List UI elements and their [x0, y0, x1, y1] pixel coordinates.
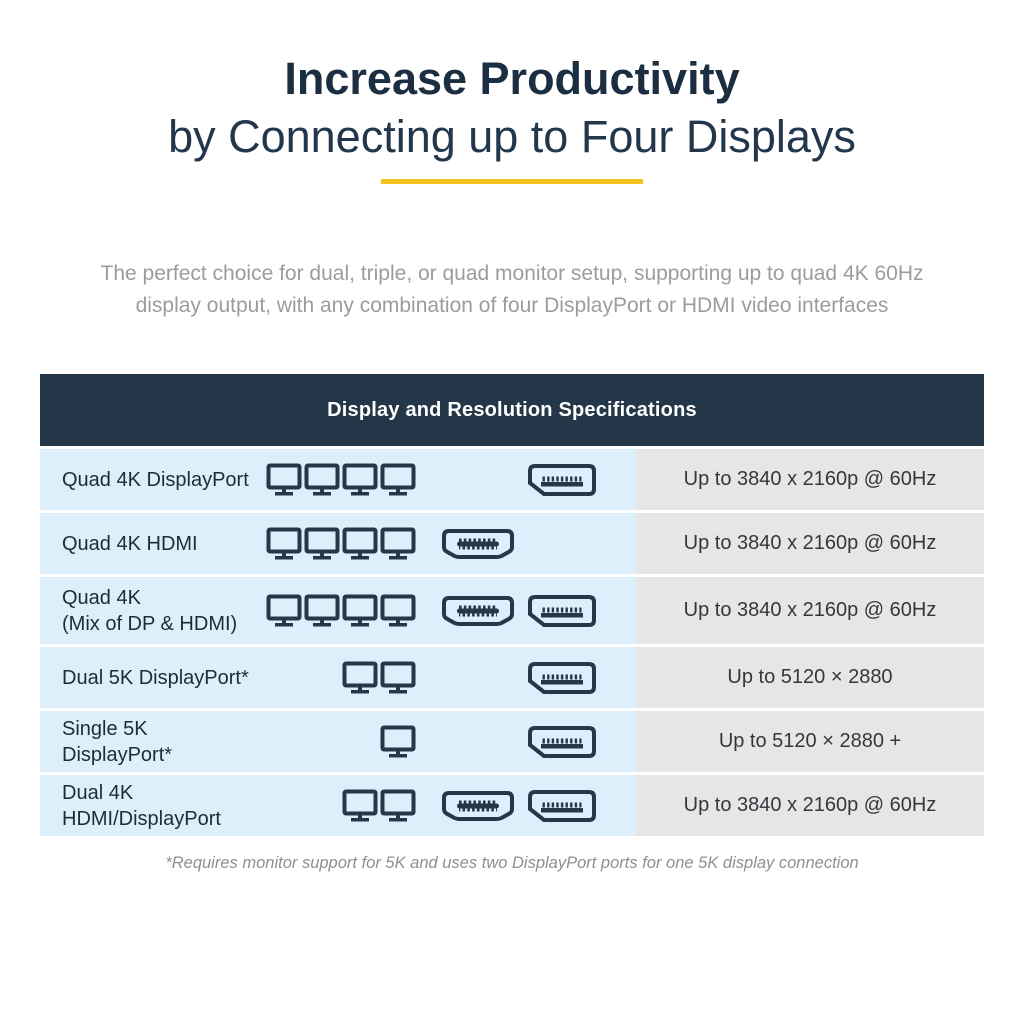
- monitor-icon: [342, 594, 378, 627]
- row-label-line-1: Single 5K DisplayPort*: [62, 717, 173, 766]
- hdmi-slot: [440, 724, 516, 760]
- row-config-cell: Dual 5K DisplayPort*: [40, 647, 636, 709]
- table-row: Quad 4K HDMI Up to 3840 x 2160p @ 60Hz: [40, 513, 984, 575]
- row-resolution-cell: Up to 3840 x 2160p @ 60Hz: [636, 775, 984, 837]
- row-label: Quad 4K HDMI: [40, 531, 258, 557]
- displayport-connector-icon: [528, 594, 596, 627]
- hdmi-slot: [440, 462, 516, 498]
- row-resolution-cell: Up to 5120 × 2880: [636, 647, 984, 709]
- monitor-icons: [258, 661, 416, 694]
- displayport-slot: [526, 593, 598, 629]
- title-underline-accent: [381, 179, 643, 185]
- table-row: Dual 5K DisplayPort* Up to 5120 × 2880: [40, 647, 984, 709]
- monitor-icon: [380, 725, 416, 758]
- monitor-icon: [342, 661, 378, 694]
- row-config-cell: Dual 4K HDMI/DisplayPort: [40, 775, 636, 837]
- displayport-connector-icon: [528, 463, 596, 496]
- resolution-text: Up to 3840 x 2160p @ 60Hz: [683, 468, 937, 491]
- monitor-icon: [380, 463, 416, 496]
- monitor-icon: [266, 463, 302, 496]
- description-line-2: display output, with any combination of …: [135, 294, 889, 318]
- monitor-icons: [258, 527, 416, 560]
- monitor-icon: [304, 527, 340, 560]
- monitor-icon: [342, 463, 378, 496]
- resolution-text: Up to 5120 × 2880 +: [718, 730, 902, 753]
- hdmi-slot: [440, 660, 516, 696]
- displayport-connector-icon: [528, 661, 596, 694]
- description-text: The perfect choice for dual, triple, or …: [0, 258, 1024, 322]
- row-label: Dual 4K HDMI/DisplayPort: [40, 780, 258, 832]
- hdmi-connector-icon: [442, 595, 514, 626]
- displayport-connector-icon: [528, 789, 596, 822]
- monitor-icon: [380, 789, 416, 822]
- monitor-icons: [258, 463, 416, 496]
- row-label-line-2: (Mix of DP & HDMI): [62, 612, 238, 635]
- row-resolution-cell: Up to 3840 x 2160p @ 60Hz: [636, 449, 984, 511]
- hdmi-connector-icon: [442, 790, 514, 821]
- monitor-icon: [304, 463, 340, 496]
- row-resolution-cell: Up to 3840 x 2160p @ 60Hz: [636, 513, 984, 575]
- row-config-cell: Quad 4K HDMI: [40, 513, 636, 575]
- title-line-2: by Connecting up to Four Displays: [168, 110, 856, 162]
- displayport-slot: [526, 462, 598, 498]
- resolution-text: Up to 3840 x 2160p @ 60Hz: [683, 599, 937, 622]
- spec-table: Display and Resolution Specifications Qu…: [40, 374, 984, 837]
- displayport-slot: [526, 724, 598, 760]
- monitor-icon: [266, 594, 302, 627]
- title-line-1: Increase Productivity: [284, 53, 740, 104]
- description-line-1: The perfect choice for dual, triple, or …: [100, 262, 924, 286]
- hdmi-slot: [440, 593, 516, 629]
- displayport-slot: [526, 526, 598, 562]
- footnote: *Requires monitor support for 5K and use…: [165, 854, 859, 873]
- row-label-line-1: Dual 5K DisplayPort*: [62, 666, 249, 689]
- row-label: Single 5K DisplayPort*: [40, 716, 258, 768]
- row-label-line-1: Quad 4K DisplayPort: [62, 468, 249, 491]
- table-row: Quad 4K DisplayPort Up to 3840 x 2160p @ …: [40, 449, 984, 511]
- monitor-icon: [342, 527, 378, 560]
- row-config-cell: Single 5K DisplayPort*: [40, 711, 636, 773]
- row-label-line-1: Quad 4K: [62, 586, 141, 609]
- displayport-connector-icon: [528, 725, 596, 758]
- row-resolution-cell: Up to 3840 x 2160p @ 60Hz: [636, 577, 984, 645]
- row-config-cell: Quad 4K DisplayPort: [40, 449, 636, 511]
- monitor-icon: [342, 789, 378, 822]
- monitor-icon: [266, 527, 302, 560]
- hdmi-slot: [440, 526, 516, 562]
- hdmi-connector-icon: [442, 528, 514, 559]
- displayport-slot: [526, 660, 598, 696]
- resolution-text: Up to 5120 × 2880: [727, 666, 893, 689]
- table-row: Single 5K DisplayPort* Up to 5120 × 2880 …: [40, 711, 984, 773]
- monitor-icons: [258, 594, 416, 627]
- table-body: Quad 4K DisplayPort Up to 3840 x 2160p @ …: [40, 449, 984, 837]
- row-label: Quad 4K DisplayPort: [40, 467, 258, 493]
- table-row: Dual 4K HDMI/DisplayPort Up to 3840 x 216…: [40, 775, 984, 837]
- displayport-slot: [526, 788, 598, 824]
- row-label: Quad 4K (Mix of DP & HDMI): [40, 585, 258, 637]
- row-label-line-1: Quad 4K HDMI: [62, 532, 198, 555]
- monitor-icons: [258, 725, 416, 758]
- page-title: Increase Productivity by Connecting up t…: [0, 50, 1024, 185]
- hdmi-slot: [440, 788, 516, 824]
- table-header: Display and Resolution Specifications: [40, 374, 984, 447]
- monitor-icon: [380, 527, 416, 560]
- monitor-icon: [304, 594, 340, 627]
- row-label-line-1: Dual 4K HDMI/DisplayPort: [62, 781, 221, 830]
- monitor-icon: [380, 661, 416, 694]
- resolution-text: Up to 3840 x 2160p @ 60Hz: [683, 794, 937, 817]
- table-row: Quad 4K (Mix of DP & HDMI) Up to 3840 x 21…: [40, 577, 984, 645]
- monitor-icons: [258, 789, 416, 822]
- resolution-text: Up to 3840 x 2160p @ 60Hz: [683, 532, 937, 555]
- monitor-icon: [380, 594, 416, 627]
- row-label: Dual 5K DisplayPort*: [40, 665, 258, 691]
- row-config-cell: Quad 4K (Mix of DP & HDMI): [40, 577, 636, 645]
- row-resolution-cell: Up to 5120 × 2880 +: [636, 711, 984, 773]
